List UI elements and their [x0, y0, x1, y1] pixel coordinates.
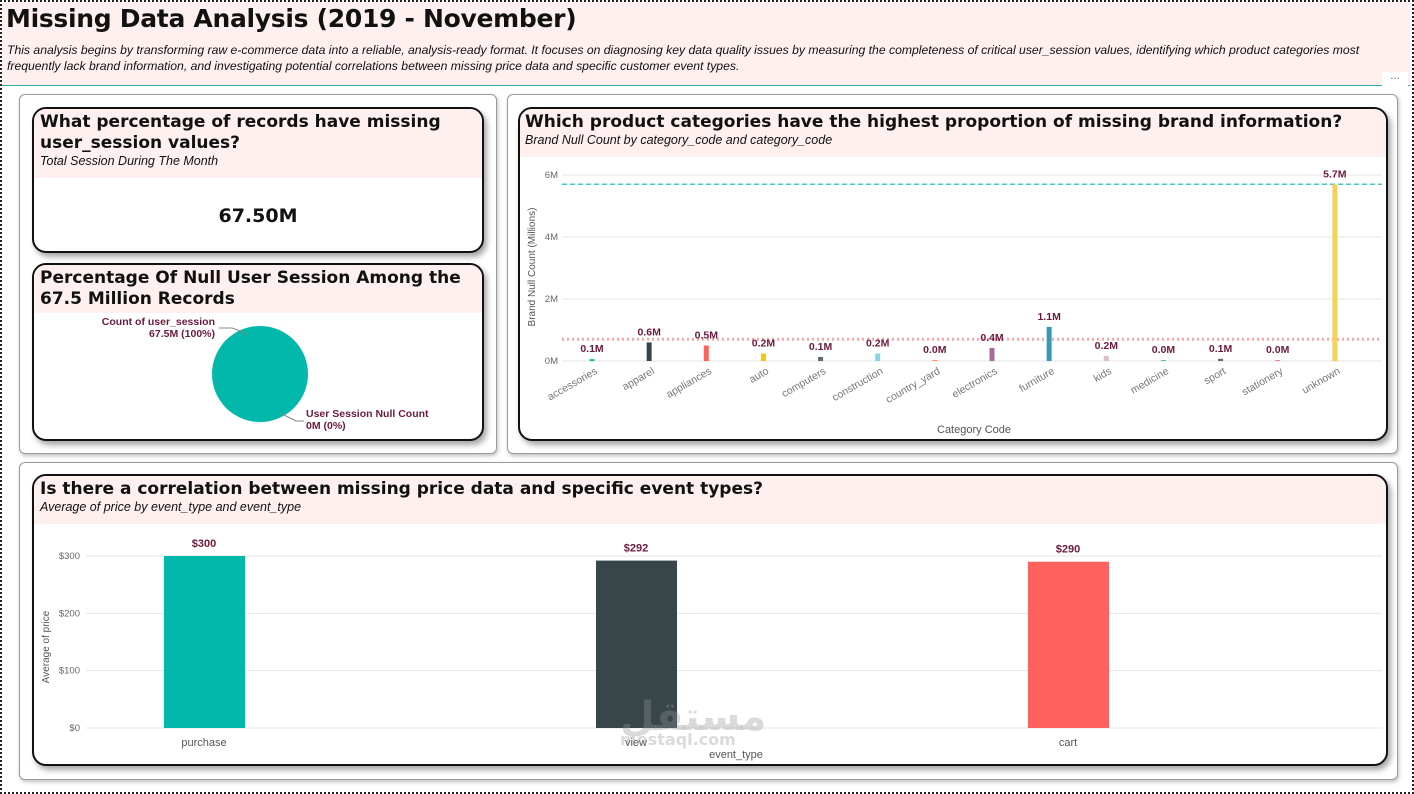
- brand-bar-stationery[interactable]: [1275, 360, 1281, 361]
- brand-y-tick-label: 4M: [545, 232, 558, 243]
- pie-card-header: Percentage Of Null User Session Among th…: [34, 265, 482, 313]
- brand-bar-country_yard[interactable]: [932, 360, 938, 361]
- price-x-tick-label: cart: [1059, 737, 1077, 749]
- brand-chart-title: Which product categories have the highes…: [525, 112, 1343, 132]
- brand-bar-auto[interactable]: [760, 353, 766, 361]
- price-bar-cart[interactable]: [1028, 561, 1109, 728]
- price-bar-view[interactable]: [596, 560, 677, 728]
- pie-label-null-count-detail: 0M (0%): [306, 420, 346, 432]
- brand-bar-label: 0.5M: [695, 330, 719, 342]
- price-chart-header: Is there a correlation between missing p…: [34, 476, 1386, 524]
- brand-chart-xlabel: Category Code: [937, 424, 1011, 436]
- brand-bar-label: 1.1M: [1037, 311, 1061, 323]
- price-chart-ylabel: Average of price: [41, 610, 52, 683]
- brand-bar-unknown[interactable]: [1332, 184, 1338, 361]
- pie-label-user-session: Count of user_session: [102, 316, 215, 328]
- report-header: Missing Data Analysis (2019 - November) …: [2, 2, 1410, 86]
- price-bar-purchase[interactable]: [164, 556, 245, 728]
- brand-x-tick-label: medicine: [1129, 365, 1172, 396]
- brand-chart-header: Which product categories have the highes…: [520, 109, 1386, 157]
- kpi-card-subtitle: Total Session During The Month: [40, 154, 219, 168]
- brand-y-tick-label: 2M: [545, 294, 558, 305]
- price-bar-label: $300: [192, 538, 216, 550]
- brand-chart-card[interactable]: Which product categories have the highes…: [518, 107, 1388, 441]
- pie-card[interactable]: Percentage Of Null User Session Among th…: [32, 263, 484, 441]
- price-chart-subtitle: Average of price by event_type and event…: [40, 500, 302, 514]
- kpi-card-title: What percentage of records have missing …: [40, 112, 441, 153]
- price-chart-xlabel: event_type: [709, 749, 763, 761]
- report-title: Missing Data Analysis (2019 - November): [6, 4, 577, 33]
- watermark: مستقل mostaql.com: [620, 694, 767, 749]
- brand-bar-medicine[interactable]: [1160, 360, 1166, 361]
- brand-bar-sport[interactable]: [1218, 358, 1224, 361]
- pie-card-title: Percentage Of Null User Session Among th…: [40, 268, 461, 309]
- price-y-tick-label: $0: [69, 723, 80, 734]
- brand-y-tick-label: 0M: [545, 356, 558, 367]
- pie-chart: Count of user_session 67.5M (100%) User …: [102, 316, 429, 432]
- brand-bar-label: 0.2M: [752, 338, 776, 350]
- brand-x-tick-label: appliances: [664, 365, 713, 400]
- brand-bar-appliances[interactable]: [703, 345, 709, 362]
- report-description: This analysis begins by transforming raw…: [7, 43, 1360, 73]
- price-y-tick-label: $100: [59, 666, 80, 677]
- brand-x-tick-label: furniture: [1017, 365, 1056, 395]
- brand-x-tick-label: sport: [1202, 365, 1228, 387]
- price-chart-card[interactable]: Is there a correlation between missing p…: [32, 474, 1388, 766]
- pie-label-user-session-detail: 67.5M (100%): [149, 328, 215, 340]
- watermark-arabic: مستقل: [620, 694, 767, 740]
- brand-bar-label: 0.0M: [1152, 344, 1176, 356]
- pie-slice-user-session[interactable]: [212, 326, 308, 422]
- brand-bar-chart: Brand Null Count (Millions) Category Cod…: [527, 168, 1382, 436]
- brand-bar-label: 0.0M: [1266, 344, 1290, 356]
- price-x-tick-label: purchase: [181, 737, 226, 749]
- brand-bar-computers[interactable]: [818, 356, 824, 361]
- watermark-latin: mostaql.com: [620, 730, 736, 749]
- brand-bar-apparel[interactable]: [646, 342, 652, 361]
- more-options-button[interactable]: ...: [1382, 72, 1408, 86]
- kpi-card-header: What percentage of records have missing …: [34, 109, 482, 178]
- brand-bar-kids[interactable]: [1103, 356, 1109, 361]
- brand-x-tick-label: country_yard: [884, 365, 943, 406]
- brand-bar-label: 5.7M: [1323, 168, 1347, 180]
- brand-bar-label: 0.1M: [1209, 343, 1233, 355]
- brand-x-tick-label: stationery: [1240, 365, 1286, 399]
- brand-bar-label: 0.4M: [980, 332, 1004, 344]
- brand-bar-furniture[interactable]: [1046, 326, 1052, 361]
- brand-bar-electronics[interactable]: [989, 347, 995, 361]
- brand-x-tick-label: accessories: [545, 365, 599, 403]
- brand-x-tick-label: unknown: [1300, 365, 1343, 396]
- price-y-tick-label: $200: [59, 608, 80, 619]
- kpi-value: 67.50M: [218, 205, 298, 227]
- pie-leader-line-bottom: [281, 413, 304, 422]
- price-y-tick-label: $300: [59, 551, 80, 562]
- brand-x-tick-label: electronics: [950, 365, 999, 400]
- kpi-card[interactable]: What percentage of records have missing …: [32, 107, 484, 253]
- price-bar-chart: Average of price event_type $0 $100 $200 $3…: [41, 538, 1382, 761]
- brand-bar-label: 0.2M: [1095, 340, 1119, 352]
- brand-bar-construction[interactable]: [875, 353, 881, 361]
- pie-label-null-count: User Session Null Count: [306, 408, 429, 420]
- brand-x-tick-label: kids: [1092, 365, 1114, 385]
- brand-bar-label: 0.2M: [866, 338, 890, 350]
- brand-chart-subtitle: Brand Null Count by category_code and ca…: [525, 133, 833, 147]
- brand-x-tick-label: computers: [780, 365, 828, 400]
- price-chart-title: Is there a correlation between missing p…: [40, 479, 763, 499]
- brand-x-tick-label: construction: [830, 365, 885, 404]
- brand-bar-label: 0.6M: [637, 326, 661, 338]
- brand-bar-label: 0.0M: [923, 344, 947, 356]
- brand-x-tick-label: auto: [747, 365, 771, 386]
- price-bar-label: $292: [624, 543, 648, 555]
- brand-y-tick-label: 6M: [545, 170, 558, 181]
- price-x-tick-label: view: [625, 737, 647, 749]
- brand-x-tick-label: apparel: [620, 365, 656, 393]
- brand-bar-label: 0.1M: [809, 341, 833, 353]
- brand-bar-accessories[interactable]: [589, 359, 595, 361]
- price-bar-label: $290: [1056, 544, 1080, 556]
- pie-leader-line-top: [219, 327, 249, 335]
- brand-bar-label: 0.1M: [580, 343, 604, 355]
- brand-chart-ylabel: Brand Null Count (Millions): [527, 208, 538, 327]
